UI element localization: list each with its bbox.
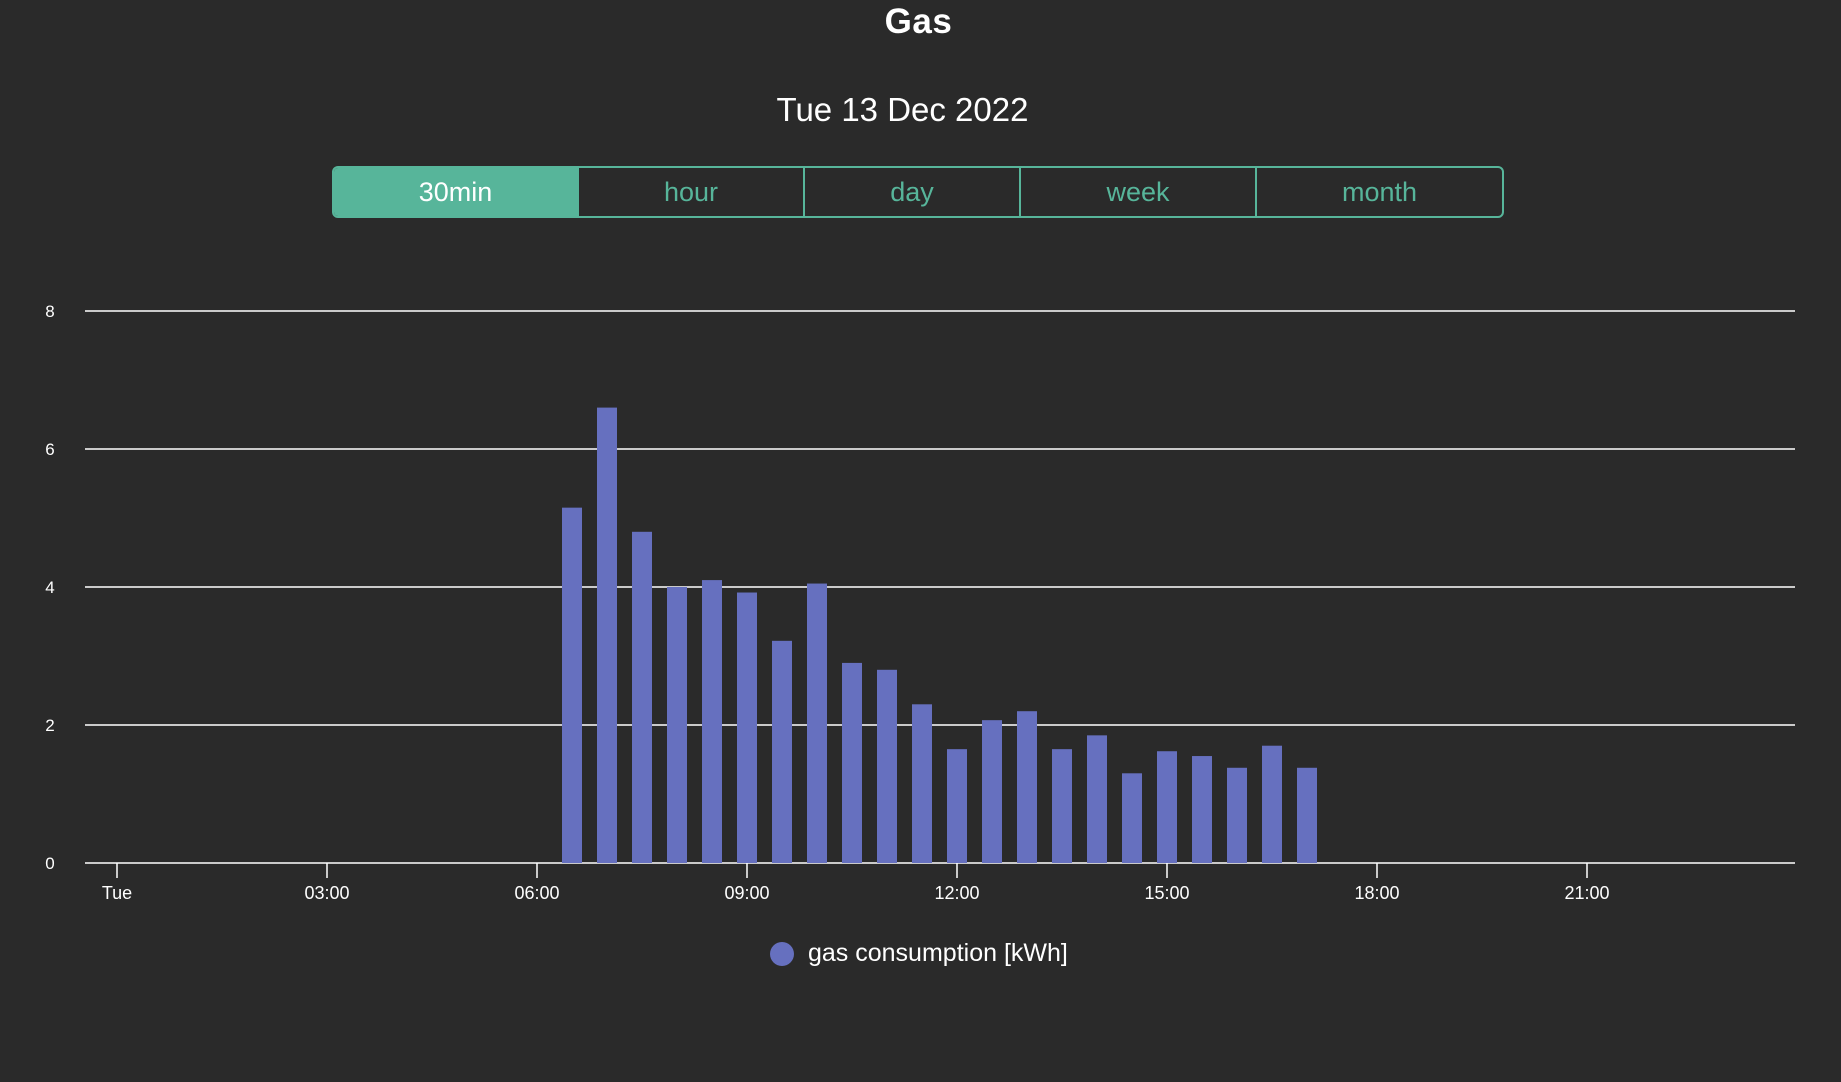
y-tick-label: 0	[45, 854, 54, 873]
y-tick-label: 2	[45, 716, 54, 735]
x-tick-label: 09:00	[724, 883, 769, 903]
bar-1600	[1227, 767, 1247, 863]
bar-1630	[1262, 745, 1282, 863]
bar-1100	[877, 669, 897, 863]
date-label: Tue 13 Dec 2022	[776, 91, 1029, 128]
x-tick-label: Tue	[102, 883, 132, 903]
x-tick-label: 12:00	[934, 883, 979, 903]
chart-legend[interactable]: gas consumption [kWh]	[770, 939, 1068, 968]
legend-dot-icon	[770, 941, 794, 966]
bar-0730	[632, 531, 652, 863]
bar-1400	[1087, 735, 1107, 863]
x-tick-label: 18:00	[1354, 883, 1399, 903]
x-tick-label: 03:00	[304, 883, 349, 903]
bar-0900	[737, 592, 757, 863]
bar-1230	[982, 720, 1002, 863]
period-button-month[interactable]: month	[1341, 176, 1418, 207]
bar-1200	[947, 749, 967, 863]
bar-0830	[702, 580, 722, 863]
bar-1130	[912, 704, 932, 863]
y-tick-label: 4	[45, 578, 54, 597]
period-button-day[interactable]: day	[805, 168, 1021, 216]
bar-1500	[1157, 751, 1177, 863]
period-button-30min[interactable]: 30min	[334, 168, 579, 216]
period-button-hour[interactable]: hour	[579, 168, 805, 216]
bar-1000	[807, 583, 827, 863]
bar-1430	[1122, 773, 1142, 863]
bar-0630	[562, 507, 582, 863]
bar-1300	[1017, 711, 1037, 863]
bar-1330	[1052, 749, 1072, 863]
bar-1030	[842, 662, 862, 863]
x-tick-label: 15:00	[1144, 883, 1189, 903]
bar-0930	[772, 640, 792, 863]
x-tick-label: 06:00	[514, 883, 559, 903]
y-tick-label: 8	[45, 302, 54, 321]
period-selector: 30min hour day week month	[332, 166, 1504, 218]
bar-0700	[597, 407, 617, 863]
gas-consumption-chart: 0 2 4 6 8 Tue 03:00 06:00 09:00 12:00 15:00 18:00 21…	[45, 302, 1795, 903]
bar-0800	[667, 587, 687, 863]
legend-label: gas consumption [kWh]	[808, 939, 1068, 967]
bar-1530	[1192, 756, 1212, 863]
bar-1700	[1297, 767, 1317, 863]
period-button-week[interactable]: week	[1021, 168, 1257, 216]
y-tick-label: 6	[45, 440, 54, 459]
x-tick-label: 21:00	[1564, 883, 1609, 903]
page-title: Gas	[884, 2, 953, 41]
